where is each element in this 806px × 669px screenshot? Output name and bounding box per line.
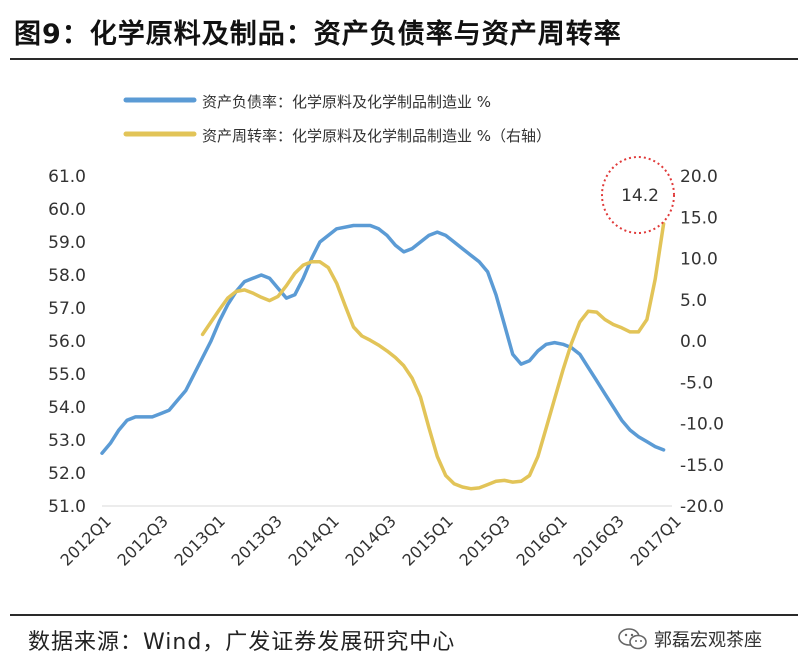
x-tick-label: 2015Q1	[399, 511, 457, 569]
y-left-tick-label: 51.0	[48, 497, 86, 517]
y-right-tick-label: -5.0	[680, 373, 713, 393]
x-tick-label: 2013Q3	[228, 511, 286, 569]
x-axis: 2012Q12012Q32013Q12013Q32014Q12014Q32015…	[57, 511, 685, 569]
y-axis-right: -20.0 -15.0 -10.0 -5.0 0.0 5.0 10.0 15.0 20.0	[680, 167, 724, 517]
y-right-tick-label: -10.0	[680, 415, 724, 435]
y-right-tick-label: 0.0	[680, 332, 707, 352]
x-tick-label: 2012Q3	[114, 511, 172, 569]
y-right-tick-label: -15.0	[680, 456, 724, 476]
y-right-tick-label: 15.0	[680, 208, 718, 228]
title-bar: 图9：化学原料及制品：资产负债率与资产周转率	[0, 0, 806, 62]
x-tick-label: 2012Q1	[57, 511, 115, 569]
watermark: 郭磊宏观茶座	[618, 626, 762, 652]
y-left-tick-label: 55.0	[48, 365, 86, 385]
x-tick-label: 2015Q3	[456, 511, 514, 569]
series-line-asset-turnover	[200, 222, 666, 491]
annotation-label: 14.2	[621, 186, 659, 206]
y-left-tick-label: 52.0	[48, 464, 86, 484]
y-left-tick-label: 61.0	[48, 167, 86, 187]
y-left-tick-label: 59.0	[48, 233, 86, 253]
bottom-divider	[10, 614, 798, 616]
y-right-tick-label: 10.0	[680, 250, 718, 270]
legend-label-left: 资产负债率：化学原料及化学制品制造业 %	[202, 93, 491, 111]
x-tick-label: 2017Q1	[627, 511, 685, 569]
y-right-tick-label: -20.0	[680, 497, 724, 517]
y-left-tick-label: 60.0	[48, 200, 86, 220]
source-note: 数据来源：Wind，广发证券发展研究中心	[28, 630, 456, 655]
y-axis-left: 51.0 52.0 53.0 54.0 55.0 56.0 57.0 58.0 59.0 60.0…	[48, 167, 86, 517]
chart: 资产负债率：化学原料及化学制品制造业 % 资产周转率：化学原料及化学制品制造业 …	[48, 93, 724, 570]
wechat-icon	[618, 628, 647, 650]
x-tick-label: 2014Q1	[285, 511, 343, 569]
legend-label-right: 资产周转率：化学原料及化学制品制造业 %（右轴）	[202, 127, 551, 145]
y-right-tick-label: 5.0	[680, 291, 707, 311]
x-tick-label: 2013Q1	[171, 511, 229, 569]
x-tick-label: 2014Q3	[342, 511, 400, 569]
y-left-tick-label: 56.0	[48, 332, 86, 352]
y-right-tick-label: 20.0	[680, 167, 718, 187]
y-left-tick-label: 53.0	[48, 431, 86, 451]
y-left-tick-label: 57.0	[48, 299, 86, 319]
x-tick-label: 2016Q3	[570, 511, 628, 569]
y-left-tick-label: 54.0	[48, 398, 86, 418]
top-divider	[10, 58, 798, 60]
y-left-tick-label: 58.0	[48, 266, 86, 286]
annotation-ring	[601, 156, 675, 234]
x-tick-label: 2016Q1	[513, 511, 571, 569]
page-title: 图9：化学原料及制品：资产负债率与资产周转率	[14, 19, 622, 50]
series-line-debt-ratio	[100, 223, 666, 455]
watermark-text: 郭磊宏观茶座	[654, 630, 762, 651]
legend: 资产负债率：化学原料及化学制品制造业 % 资产周转率：化学原料及化学制品制造业 …	[123, 93, 551, 145]
